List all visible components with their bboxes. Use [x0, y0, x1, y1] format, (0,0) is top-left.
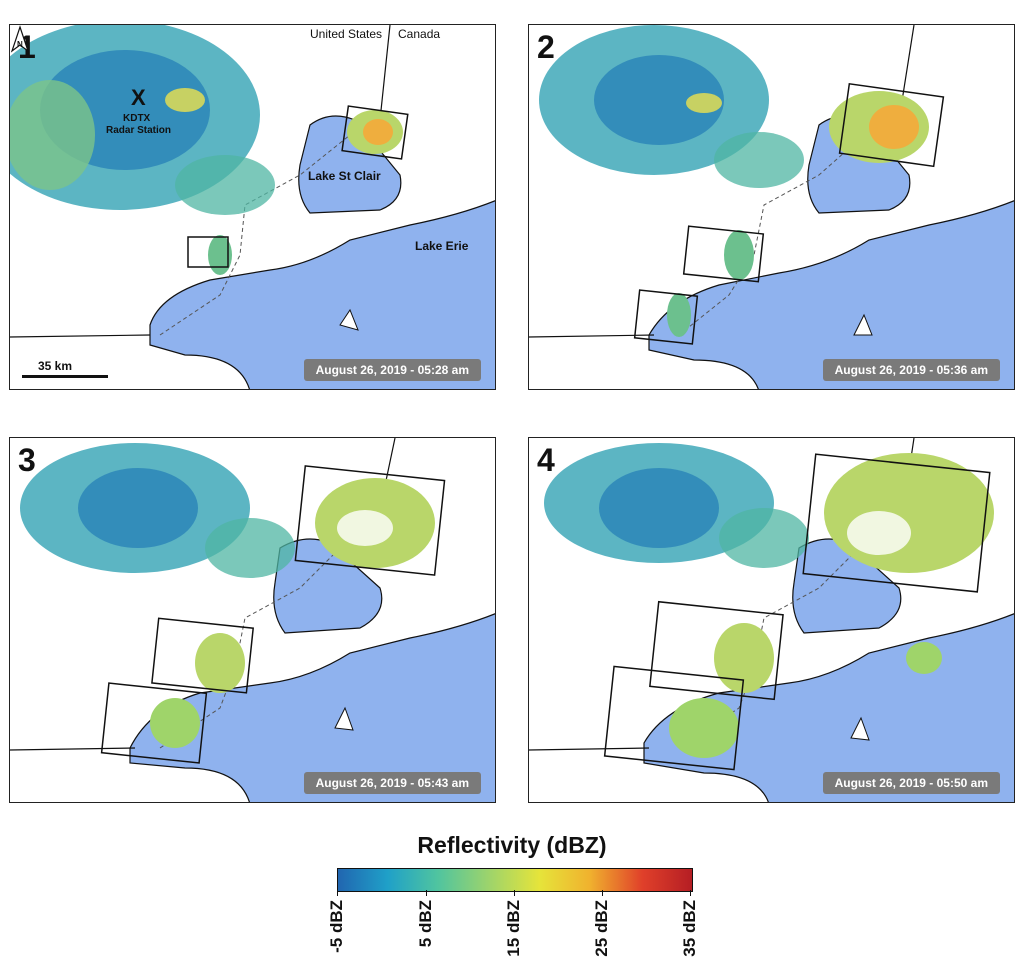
echo-blob-storm [347, 110, 403, 154]
north-label: N [17, 40, 23, 49]
panel-timestamp: August 26, 2019 - 05:36 am [822, 359, 1000, 381]
scale-bar [22, 375, 108, 378]
scale-label: 35 km [38, 359, 73, 373]
country-ca-label: Canada [398, 27, 441, 41]
station-name: KDTX [123, 113, 151, 124]
station-marker: X [131, 85, 146, 110]
lake-erie [149, 200, 495, 389]
colorbar-title: Reflectivity (dBZ) [417, 832, 607, 858]
colorbar-tick [514, 890, 515, 896]
lake-erie-label: Lake Erie [415, 239, 469, 253]
colorbar [337, 868, 693, 892]
tracking-box [187, 236, 229, 268]
panel-number: 4 [537, 442, 555, 478]
river-border [159, 134, 351, 336]
panel-number: 3 [18, 442, 36, 478]
map-4 [529, 438, 1014, 802]
lake-st-clair-label: Lake St Clair [308, 169, 381, 183]
echo-blob-main [10, 25, 275, 215]
colorbar-tick [426, 890, 427, 896]
colorbar-tick-label: 15 dBZ [504, 900, 523, 957]
panel-timestamp: August 26, 2019 - 05:43 am [303, 772, 481, 794]
country-us-label: United States [310, 27, 383, 41]
colorbar-tick-label: -5 dBZ [327, 900, 346, 953]
colorbar-tick [337, 890, 338, 896]
panel-timestamp: August 26, 2019 - 05:28 am [303, 359, 481, 381]
radar-panel-1: 1 X KDTX Radar Station United States Can… [9, 24, 496, 390]
intl-border [379, 25, 391, 121]
panel-number: 2 [537, 29, 555, 65]
lake-st-clair [298, 115, 402, 214]
map-3 [10, 438, 495, 802]
radar-panel-2: 2 August 26, 2019 - 05:36 am [528, 24, 1015, 390]
radar-panel-3: 3 August 26, 2019 - 05:43 am [9, 437, 496, 803]
island [339, 308, 359, 331]
colorbar-tick-label: 35 dBZ [680, 900, 699, 957]
echo-blob-river [208, 235, 232, 275]
north-arrow-icon: N [10, 25, 30, 53]
map-2 [529, 25, 1014, 389]
colorbar-tick-label: 5 dBZ [416, 900, 435, 948]
radar-panel-4: 4 August 26, 2019 - 05:50 am [528, 437, 1015, 803]
colorbar-tick-label: 25 dBZ [592, 900, 611, 957]
tracking-box [341, 105, 409, 160]
land-border [10, 334, 151, 338]
colorbar-tick [602, 890, 603, 896]
station-type: Radar Station [106, 125, 172, 136]
colorbar-tick [690, 890, 691, 896]
panel-timestamp: August 26, 2019 - 05:50 am [822, 772, 1000, 794]
map-1 [10, 25, 495, 389]
